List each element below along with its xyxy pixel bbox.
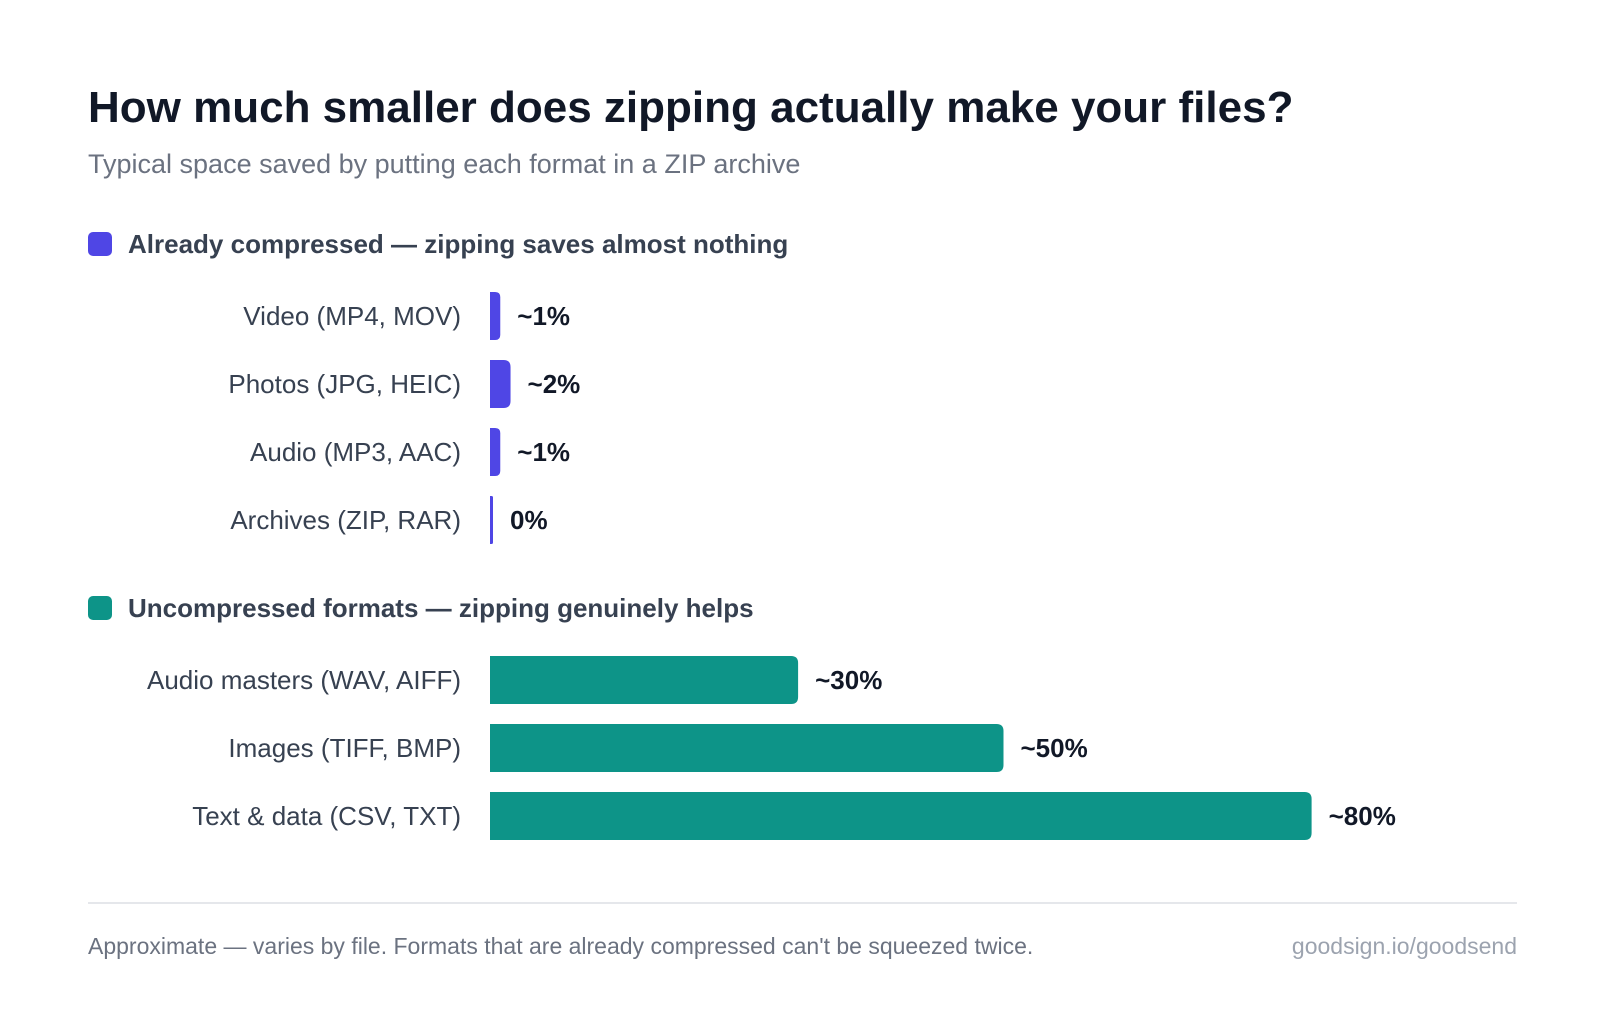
bar — [490, 292, 501, 340]
value-label: ~1% — [517, 437, 570, 467]
legend-swatch — [88, 232, 112, 256]
group-label: Already compressed — zipping saves almos… — [128, 229, 788, 259]
value-label: ~1% — [517, 301, 570, 331]
bars-layer: Already compressed — zipping saves almos… — [88, 229, 1396, 840]
category-label: Video (MP4, MOV) — [243, 301, 461, 331]
category-label: Images (TIFF, BMP) — [228, 733, 461, 763]
group-label: Uncompressed formats — zipping genuinely… — [128, 593, 754, 623]
bar — [490, 496, 493, 544]
category-label: Photos (JPG, HEIC) — [228, 369, 461, 399]
chart-subtitle: Typical space saved by putting each form… — [88, 149, 800, 179]
bar — [490, 792, 1312, 840]
chart-source: goodsign.io/goodsend — [1292, 933, 1517, 959]
category-label: Archives (ZIP, RAR) — [230, 505, 461, 535]
category-label: Audio masters (WAV, AIFF) — [147, 665, 461, 695]
bar — [490, 656, 799, 704]
bar — [490, 724, 1004, 772]
bar — [490, 360, 511, 408]
value-label: ~80% — [1329, 801, 1396, 831]
value-label: ~30% — [815, 665, 882, 695]
category-label: Text & data (CSV, TXT) — [192, 801, 461, 831]
value-label: ~50% — [1021, 733, 1088, 763]
value-label: 0% — [510, 505, 548, 535]
value-label: ~2% — [528, 369, 581, 399]
category-label: Audio (MP3, AAC) — [250, 437, 461, 467]
legend-swatch — [88, 596, 112, 620]
chart-footnote: Approximate — varies by file. Formats th… — [88, 933, 1033, 959]
chart-title: How much smaller does zipping actually m… — [88, 83, 1293, 132]
bar — [490, 428, 501, 476]
